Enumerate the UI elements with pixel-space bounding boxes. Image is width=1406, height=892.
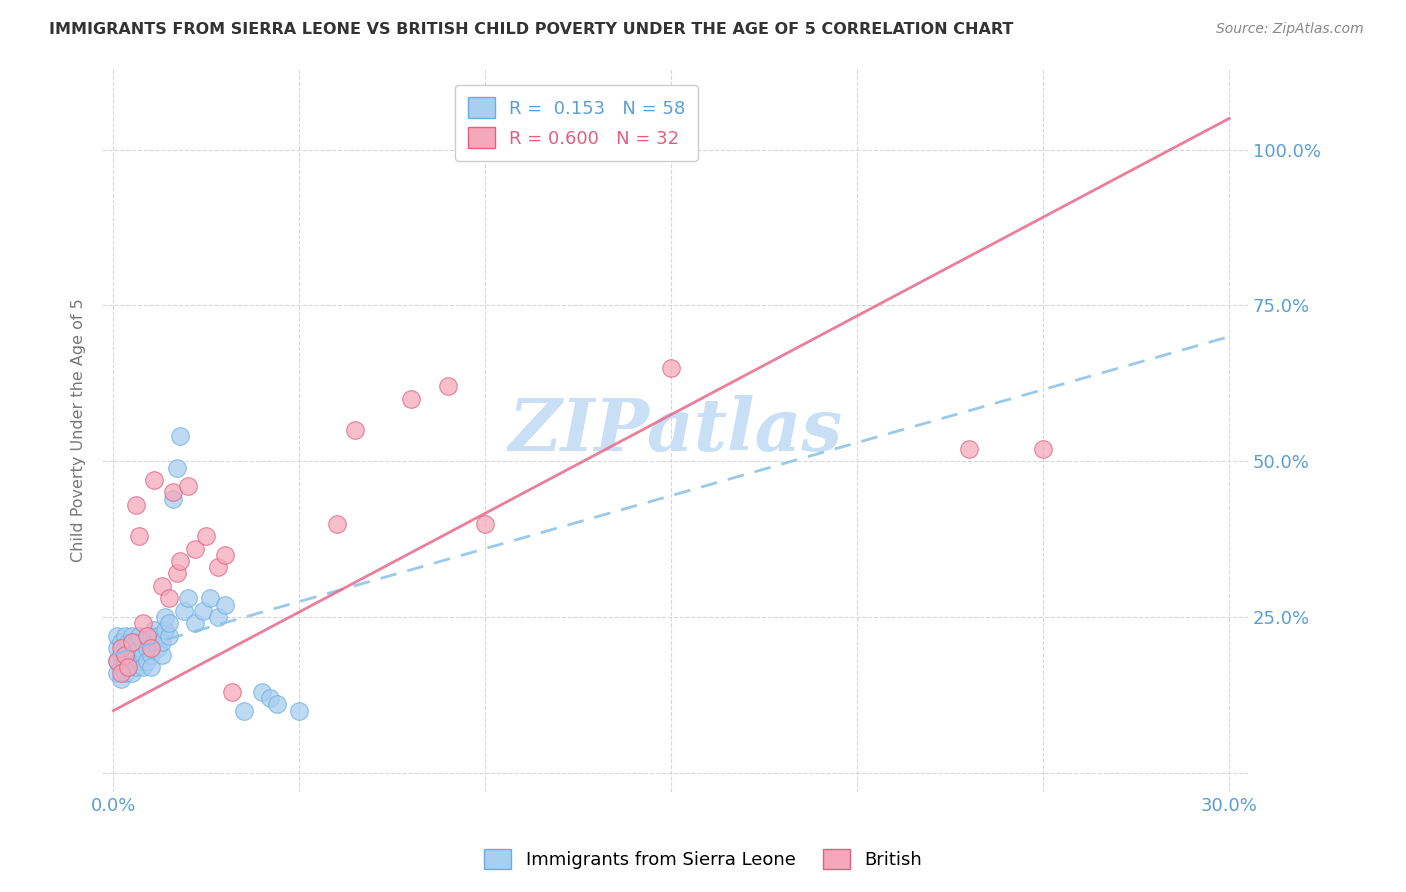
Point [207,610,229,624]
Point [157,591,180,606]
Point [162,485,184,500]
Point [146,641,169,656]
Point [132,616,155,631]
Point [184,541,207,556]
Point [114,666,136,681]
Point [162,491,184,506]
Point [132,660,155,674]
Point [125,660,148,674]
Legend: Immigrants from Sierra Leone, British: Immigrants from Sierra Leone, British [475,839,931,879]
Point [135,629,157,643]
Point [132,648,155,662]
Point [105,654,128,668]
Point [128,641,150,656]
Point [157,616,180,631]
Point [150,648,173,662]
Point [173,604,195,618]
Point [135,654,157,668]
Point [125,635,148,649]
Point [110,666,132,681]
Point [139,648,162,662]
Point [105,654,128,668]
Point [155,623,177,637]
Point [114,648,136,662]
Point [177,479,200,493]
Point [114,654,136,668]
Point [437,379,460,393]
Point [114,629,136,643]
Point [143,473,166,487]
Point [184,616,207,631]
Point [198,591,221,606]
Point [259,691,281,706]
Point [117,635,139,649]
Point [399,392,422,406]
Point [135,641,157,656]
Point [121,641,143,656]
Point [121,629,143,643]
Point [166,566,188,581]
Y-axis label: Child Poverty Under the Age of 5: Child Poverty Under the Age of 5 [72,298,86,562]
Point [114,641,136,656]
Point [105,629,128,643]
Point [110,648,132,662]
Point [117,648,139,662]
Point [121,654,143,668]
Point [266,698,288,712]
Point [169,554,191,568]
Point [121,666,143,681]
Point [110,660,132,674]
Point [957,442,980,456]
Point [1032,442,1054,456]
Point [105,641,128,656]
Point [207,560,229,574]
Point [150,635,173,649]
Point [139,629,162,643]
Point [128,654,150,668]
Point [139,660,162,674]
Point [125,498,148,512]
Point [121,635,143,649]
Point [195,529,218,543]
Point [191,604,214,618]
Point [659,360,682,375]
Text: IMMIGRANTS FROM SIERRA LEONE VS BRITISH CHILD POVERTY UNDER THE AGE OF 5 CORRELA: IMMIGRANTS FROM SIERRA LEONE VS BRITISH … [49,22,1014,37]
Point [288,704,311,718]
Point [344,423,367,437]
Point [150,579,173,593]
Point [214,548,236,562]
Point [105,666,128,681]
Point [169,429,191,443]
Point [146,629,169,643]
Point [155,610,177,624]
Point [125,648,148,662]
Point [110,673,132,687]
Legend: R =  0.153   N = 58, R = 0.600   N = 32: R = 0.153 N = 58, R = 0.600 N = 32 [456,85,697,161]
Point [132,635,155,649]
Point [166,460,188,475]
Point [143,635,166,649]
Point [117,660,139,674]
Point [110,641,132,656]
Point [586,143,609,157]
Text: Source: ZipAtlas.com: Source: ZipAtlas.com [1216,22,1364,37]
Point [214,598,236,612]
Point [474,516,496,531]
Point [232,704,254,718]
Point [221,685,243,699]
Point [143,623,166,637]
Point [110,635,132,649]
Point [177,591,200,606]
Point [157,629,180,643]
Point [117,660,139,674]
Point [139,641,162,656]
Text: ZIPatlas: ZIPatlas [508,394,842,466]
Point [325,516,347,531]
Point [250,685,273,699]
Point [128,629,150,643]
Point [128,529,150,543]
